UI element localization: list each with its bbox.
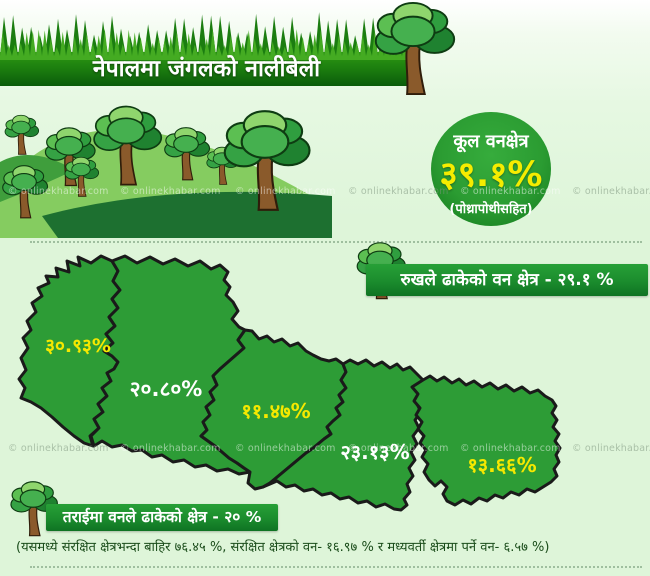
badge-label: कूल वनक्षेत्र [453,131,529,152]
badge-value: ३९.१% [439,155,543,195]
page-title: नेपालमा जंगलको नालीबेली [92,56,321,82]
terai-label: तराईमा वनले ढाकेको क्षेत्र - २० % [62,508,262,526]
watermark: © onlinekhabar.com [460,443,561,454]
dotted-divider-bottom [30,566,642,568]
watermark: © onlinekhabar.com [120,443,221,454]
map-region-label: ११.४७% [241,399,310,423]
watermark: © onlinekhabar.com [572,186,650,197]
tree-icon [364,0,462,98]
tree-cover-label-box: रुखले ढाकेको वन क्षेत्र - २९.१ % [366,264,648,296]
map-region-5-east [410,374,562,507]
terai-breakdown-text: (यसमध्ये संरक्षित क्षेत्रभन्दा बाहिर ७६.… [16,540,550,555]
watermark: © onlinekhabar.com [235,443,336,454]
total-forest-badge: कूल वनक्षेत्र ३९.१% (पोथ्रापोथीसहित) [431,112,551,226]
dotted-divider-top [30,241,642,243]
map-region-label: २३.१३% [340,440,409,464]
watermark: © onlinekhabar.com [348,186,449,197]
map-region-label: १३.६६% [467,453,536,477]
watermark: © onlinekhabar.com [460,186,561,197]
map-region-4-central [261,358,425,512]
watermark: © onlinekhabar.com [8,443,109,454]
map-region-label: ३०.९३% [45,335,111,357]
terai-label-box: तराईमा वनले ढाकेको क्षेत्र - २० % [46,504,278,531]
watermark: © onlinekhabar.com [572,443,650,454]
map-region-label: २०.८०% [130,377,203,401]
badge-note: (पोथ्रापोथीसहित) [449,201,533,217]
nepal-forest-map: ३०.९३% २०.८०% ११.४७% २३.१३% १३.६६% [17,254,562,512]
watermark: © onlinekhabar.com [348,443,449,454]
watermark: © onlinekhabar.com [8,186,109,197]
grass-border-illustration [0,12,414,60]
tree-cover-label: रुखले ढाकेको वन क्षेत्र - २९.१ % [400,270,614,290]
watermark: © onlinekhabar.com [235,186,336,197]
forest-hill-illustration [0,98,332,238]
watermark: © onlinekhabar.com [120,186,221,197]
